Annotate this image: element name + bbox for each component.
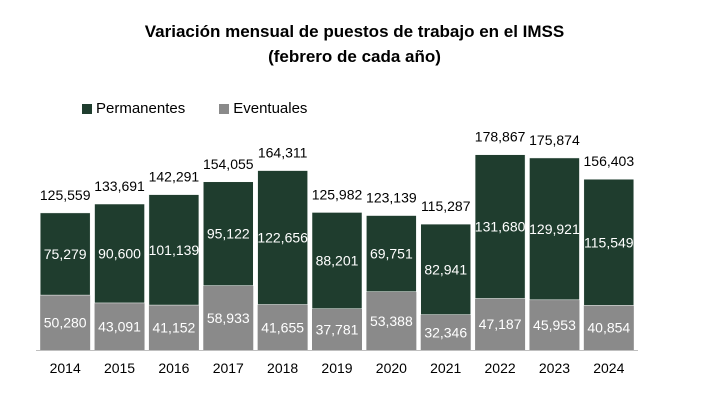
bar-eventuales: [257, 304, 308, 350]
x-tick-label: 2016: [158, 360, 189, 376]
data-label-eventuales: 43,091: [98, 318, 141, 334]
legend: Permanentes Eventuales: [82, 100, 341, 117]
x-tick-label: 2017: [213, 360, 244, 376]
bar-permanentes: [583, 178, 635, 306]
total-label: 175,874: [529, 132, 580, 148]
bar-eventuales: [583, 305, 634, 350]
legend-swatch-eventuales: [219, 103, 230, 114]
total-label: 156,403: [584, 153, 635, 169]
data-label-permanentes: 122,656: [257, 230, 308, 246]
data-label-permanentes: 90,600: [98, 245, 141, 261]
data-label-eventuales: 41,655: [261, 319, 304, 335]
data-label-eventuales: 40,854: [587, 320, 630, 336]
data-label-eventuales: 45,953: [533, 317, 576, 333]
x-tick-label: 2018: [267, 360, 298, 376]
data-label-eventuales: 50,280: [44, 315, 87, 331]
x-tick-label: 2022: [485, 360, 516, 376]
data-label-permanentes: 101,139: [149, 242, 200, 258]
bar-eventuales: [366, 291, 417, 350]
x-tick-label: 2023: [539, 360, 570, 376]
bar-permanentes: [203, 181, 254, 286]
legend-label-eventuales: Eventuales: [233, 100, 308, 117]
data-label-eventuales: 53,388: [370, 313, 413, 329]
bar-permanentes: [366, 215, 417, 292]
total-label: 142,291: [149, 169, 200, 185]
data-label-eventuales: 37,781: [316, 321, 359, 337]
total-label: 178,867: [475, 129, 526, 145]
data-label-permanentes: 69,751: [370, 246, 413, 262]
data-label-eventuales: 58,933: [207, 310, 250, 326]
data-label-eventuales: 41,152: [152, 320, 195, 336]
chart-title: Variación mensual de puestos de trabajo …: [144, 22, 565, 41]
x-tick-label: 2024: [593, 360, 624, 376]
bar-permanentes: [474, 154, 526, 299]
bar-eventuales: [420, 314, 471, 350]
total-label: 133,691: [94, 178, 145, 194]
legend-item-permanentes: Permanentes: [82, 100, 185, 117]
data-label-permanentes: 115,549: [584, 234, 634, 250]
data-label-eventuales: 47,187: [479, 316, 522, 332]
bar-eventuales: [312, 308, 362, 350]
total-label: 125,982: [312, 186, 363, 202]
total-label: 125,559: [40, 187, 91, 203]
x-tick-label: 2020: [376, 360, 407, 376]
legend-item-eventuales: Eventuales: [219, 100, 307, 117]
x-tick-label: 2019: [321, 360, 352, 376]
data-label-permanentes: 131,680: [475, 219, 526, 235]
total-label: 154,055: [203, 156, 254, 172]
bar-eventuales: [148, 305, 199, 350]
bar-eventuales: [40, 295, 91, 350]
bar-permanentes: [39, 212, 91, 296]
x-tick-label: 2021: [430, 360, 461, 376]
bar-permanentes: [257, 170, 308, 305]
data-label-eventuales: 32,346: [424, 324, 467, 340]
legend-label-permanentes: Permanentes: [96, 100, 186, 117]
data-label-permanentes: 129,921: [529, 221, 580, 237]
bar-eventuales: [475, 298, 526, 350]
bar-eventuales: [203, 285, 254, 350]
x-tick-label: 2014: [50, 360, 81, 376]
bar-permanentes: [94, 203, 145, 304]
data-label-permanentes: 82,941: [424, 261, 467, 277]
data-label-permanentes: 88,201: [316, 253, 359, 269]
bar-permanentes: [529, 157, 580, 301]
total-label: 123,139: [366, 190, 417, 206]
data-label-permanentes: 75,279: [44, 246, 87, 262]
total-label: 115,287: [421, 198, 471, 214]
x-tick-label: 2015: [104, 360, 135, 376]
chart-subtitle: (febrero de cada año): [268, 47, 441, 66]
legend-swatch-permanentes: [82, 103, 92, 114]
bar-eventuales: [529, 299, 580, 350]
total-label: 164,311: [258, 145, 308, 161]
bar-eventuales: [94, 302, 145, 350]
bar-permanentes: [148, 194, 200, 306]
bar-permanentes: [311, 212, 363, 309]
data-label-permanentes: 95,122: [207, 226, 250, 242]
bar-permanentes: [420, 223, 471, 315]
